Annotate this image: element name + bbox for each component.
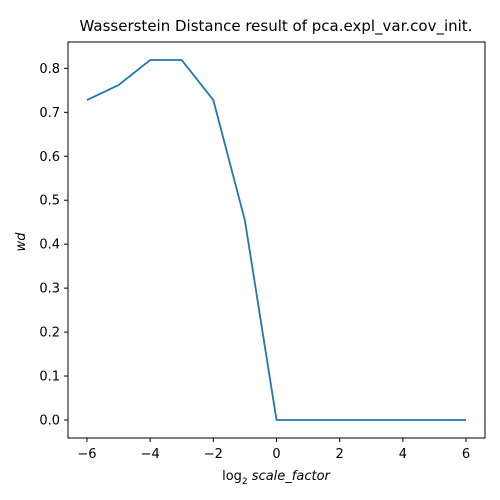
x-tick-label: −4 (141, 447, 160, 462)
x-tick-label: 6 (462, 447, 470, 462)
x-tick-label: 0 (272, 447, 280, 462)
y-tick-label: 0.4 (39, 238, 60, 253)
y-tick-label: 0.5 (39, 194, 60, 209)
plot-frame (67, 41, 486, 439)
y-tick-label: 0.7 (39, 106, 60, 121)
chart-title: Wasserstein Distance result of pca.expl_… (80, 17, 473, 36)
x-axis-label-log: log (222, 469, 242, 484)
y-axis-label: wd (14, 232, 29, 252)
plot-area (86, 59, 467, 421)
y-tick-label: 0.6 (39, 150, 60, 165)
x-axis-label-variable: scale_factor (252, 469, 332, 484)
x-tick-label: −6 (77, 447, 96, 462)
y-tick-label: 0.0 (39, 413, 60, 428)
y-tick-label: 0.3 (39, 282, 60, 297)
x-tick-label: 2 (336, 447, 344, 462)
y-axis-ticks: 0.0 0.1 0.2 0.3 0.4 0.5 0.6 0.7 0.8 (39, 62, 68, 428)
x-tick-label: 4 (399, 447, 407, 462)
y-tick-label: 0.8 (39, 62, 60, 77)
y-tick-label: 0.2 (39, 326, 60, 341)
x-tick-label: −2 (204, 447, 223, 462)
series-line-0 (86, 59, 467, 421)
x-axis-label-base: 2 (242, 477, 248, 487)
y-tick-label: 0.1 (39, 370, 60, 385)
x-axis-ticks: −6 −4 −2 0 2 4 6 (77, 438, 470, 462)
x-axis-label: log2 scale_factor (222, 469, 331, 487)
